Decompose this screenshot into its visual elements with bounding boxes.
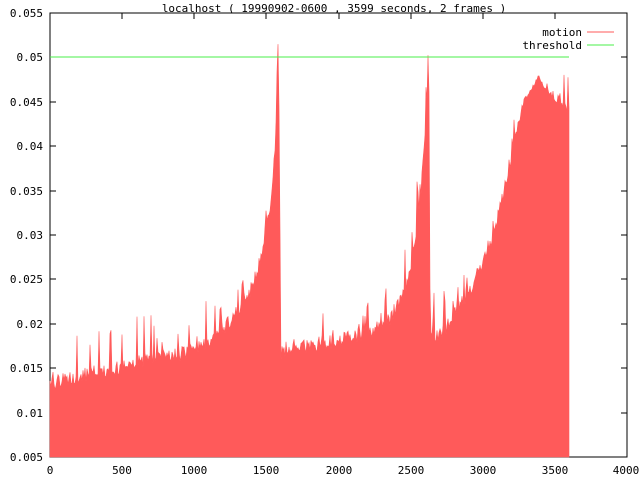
y-tick-label: 0.035	[10, 185, 43, 198]
chart-title: localhost ( 19990902-0600 , 3599 seconds…	[162, 2, 506, 15]
x-tick-label: 0	[47, 464, 54, 477]
y-tick-label: 0.02	[17, 318, 44, 331]
axis-labels: 0.005 0.01 0.015 0.02 0.025 0.03 0.035 0.04 0.04…	[10, 7, 639, 477]
motion-area-path	[49, 44, 570, 458]
x-tick-label: 3500	[542, 464, 569, 477]
x-tick-label: 500	[112, 464, 132, 477]
motion-area-series	[49, 44, 570, 458]
y-tick-label: 0.03	[17, 229, 44, 242]
legend-threshold-label: threshold	[522, 39, 582, 52]
x-tick-label: 4000	[613, 464, 640, 477]
y-tick-label: 0.055	[10, 7, 43, 20]
y-tick-label: 0.05	[17, 51, 44, 64]
y-tick-label: 0.04	[17, 140, 44, 153]
legend: motion threshold	[522, 26, 614, 52]
x-tick-label: 2500	[398, 464, 425, 477]
y-tick-label: 0.025	[10, 273, 43, 286]
y-tick-label: 0.005	[10, 451, 43, 464]
legend-motion-label: motion	[542, 26, 582, 39]
x-tick-label: 1500	[253, 464, 280, 477]
x-tick-label: 1000	[181, 464, 208, 477]
y-tick-label: 0.015	[10, 362, 43, 375]
y-tick-label: 0.01	[17, 407, 44, 420]
y-tick-label: 0.045	[10, 96, 43, 109]
x-tick-label: 3000	[470, 464, 497, 477]
x-tick-label: 2000	[326, 464, 353, 477]
